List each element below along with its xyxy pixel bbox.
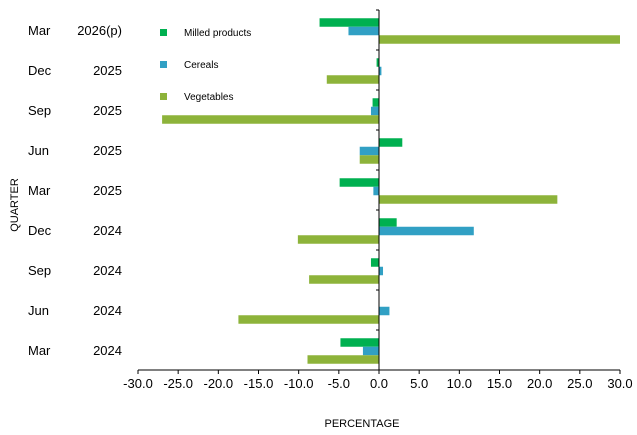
bar-milled-products-mar-2025 — [339, 178, 379, 187]
bar-vegetables-dec-2024 — [297, 235, 379, 244]
x-tick-label: 10.0 — [447, 376, 472, 391]
bar-cereals-sep-2025 — [370, 106, 379, 116]
bar-cereals-mar-2024 — [362, 346, 379, 356]
category-label-year: 2025 — [93, 63, 122, 78]
category-label-year: 2025 — [93, 103, 122, 118]
y-axis-title: QUARTER — [9, 178, 21, 232]
bar-vegetables-dec-2025 — [326, 75, 379, 84]
category-label-month: Jun — [28, 303, 49, 318]
bar-milled-products-sep-2025 — [372, 98, 379, 107]
x-tick-label: 20.0 — [527, 376, 552, 391]
legend-label-vegetables: Vegetables — [184, 92, 234, 103]
category-labels-group: Mar 2024 Jun 2024 Sep 2024 Dec 2024 Mar 2025 Jun 20… — [28, 23, 122, 358]
x-tick-label: -15.0 — [244, 376, 274, 391]
bar-vegetables-jun-2024 — [238, 315, 379, 324]
legend-swatch-vegetables — [160, 93, 167, 100]
x-tick-label: -5.0 — [328, 376, 350, 391]
bar-milled-products-jun-2025 — [379, 138, 403, 147]
bar-vegetables-mar-2024 — [307, 355, 379, 364]
category-label-year: 2024 — [93, 303, 122, 318]
category-label-year: 2024 — [93, 263, 122, 278]
category-label-month: Mar — [28, 23, 51, 38]
legend-swatch-cereals — [160, 61, 167, 68]
bar-milled-products-mar-2026p — [319, 18, 379, 27]
bar-vegetables-sep-2025 — [162, 115, 379, 124]
x-tick-label: 30.0 — [607, 376, 632, 391]
category-label-month: Dec — [28, 63, 52, 78]
category-label-year: 2025 — [93, 183, 122, 198]
bar-cereals-dec-2024 — [379, 226, 474, 236]
category-label-year: 2024 — [93, 223, 122, 238]
bar-milled-products-dec-2024 — [379, 218, 397, 227]
bar-cereals-jun-2024 — [379, 306, 390, 316]
x-tick-label: -25.0 — [163, 376, 193, 391]
x-tick-label: -20.0 — [204, 376, 234, 391]
x-tick-label: 25.0 — [567, 376, 592, 391]
bar-vegetables-jun-2025 — [359, 155, 379, 164]
x-tick-label: 0.0 — [370, 376, 388, 391]
bar-milled-products-dec-2025 — [376, 58, 379, 67]
bar-vegetables-mar-2025 — [379, 195, 558, 204]
bar-cereals-jun-2025 — [359, 146, 379, 156]
x-tick-label: -10.0 — [284, 376, 314, 391]
bar-milled-products-sep-2024 — [370, 258, 379, 267]
bar-milled-products-mar-2024 — [340, 338, 379, 347]
bar-cereals-dec-2025 — [379, 66, 382, 76]
bar-vegetables-sep-2024 — [309, 275, 379, 284]
legend-label-cereals: Cereals — [184, 60, 218, 71]
x-tick-label: 5.0 — [410, 376, 428, 391]
category-label-month: Mar — [28, 183, 51, 198]
legend: Milled products Cereals Vegetables — [160, 28, 251, 103]
x-ticks-group: -30.0 -25.0 -20.0 -15.0 -10.0 -5.0 0.0 5.0 10.0 1… — [123, 370, 633, 391]
x-tick-label: -30.0 — [123, 376, 153, 391]
category-label-month: Sep — [28, 263, 51, 278]
category-label-month: Sep — [28, 103, 51, 118]
category-label-year: 2025 — [93, 143, 122, 158]
bar-cereals-mar-2026p — [348, 26, 379, 36]
bar-cereals-sep-2024 — [379, 266, 384, 276]
category-label-year: 2024 — [93, 343, 122, 358]
bars-group — [162, 18, 620, 364]
category-label-year: 2026(p) — [77, 23, 122, 38]
legend-swatch-milled-products — [160, 29, 167, 36]
x-tick-label: 15.0 — [487, 376, 512, 391]
category-label-month: Jun — [28, 143, 49, 158]
legend-label-milled-products: Milled products — [184, 28, 251, 39]
x-axis-title: PERCENTAGE — [325, 418, 400, 430]
category-label-month: Dec — [28, 223, 52, 238]
category-label-month: Mar — [28, 343, 51, 358]
bar-cereals-mar-2025 — [373, 186, 379, 196]
bar-vegetables-mar-2026p — [379, 35, 620, 44]
